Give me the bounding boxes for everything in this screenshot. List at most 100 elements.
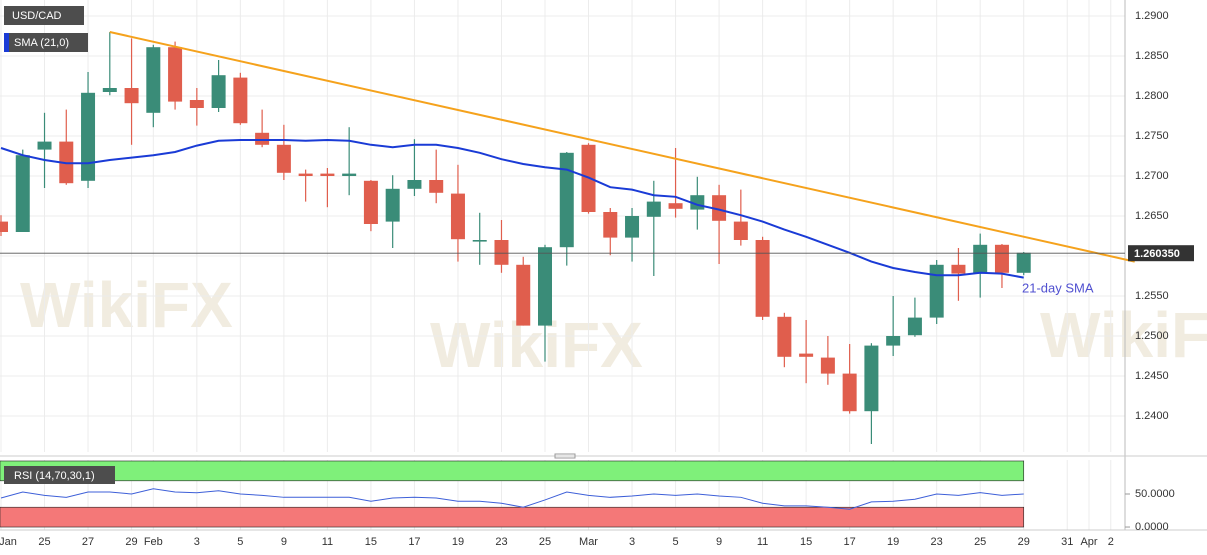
candle-body [668,203,683,209]
x-tick-label: Feb [144,536,163,548]
x-tick-label: 19 [887,536,899,548]
candle-body [994,244,1009,273]
candle-body [559,152,574,248]
rsi-title: RSI (14,70,30,1) [14,470,95,482]
candle-body [1016,252,1031,273]
candle-body [646,201,661,217]
current-price-label: 1.260350 [1134,248,1180,260]
candle-body [516,264,531,326]
x-tick-label: 5 [237,536,243,548]
watermark: WikiFX [1040,299,1207,371]
candle-body [450,193,465,240]
x-tick-label: 3 [629,536,635,548]
x-tick-label: 29 [1018,536,1030,548]
current-price-box [1128,245,1194,262]
candle-body [37,141,52,150]
candle-body [385,188,400,222]
candle-body [363,180,378,224]
candle-body [755,240,770,317]
candle-body [973,244,988,274]
x-tick-label: 5 [672,536,678,548]
candle-body [929,264,944,318]
candle-body [255,132,270,145]
y-tick-label: 0.0000 [1135,521,1169,533]
x-tick-label: 11 [322,536,333,548]
y-tick-label: 1.2400 [1135,410,1169,422]
y-tick-label: 1.2500 [1135,330,1169,342]
x-tick-label: 9 [281,536,287,548]
candle-body [538,247,552,326]
candle-body [124,88,139,104]
y-tick-label: 1.2900 [1135,10,1169,22]
x-tick-label: 25 [974,536,986,548]
candle-body [777,316,792,357]
candle-body [298,173,313,176]
candle-body [951,264,966,274]
legend-swatch [4,33,9,52]
separator-handle [554,453,576,459]
rsi-band [0,460,1025,482]
candle-body [820,357,835,374]
candle-body [429,180,444,193]
y-tick-label: 1.2550 [1135,290,1169,302]
candle-body [320,173,335,176]
x-tick-label: 29 [125,536,137,548]
legend-box [4,6,84,25]
candle-body [842,373,857,412]
candle-body [81,92,96,181]
y-tick-label: 1.2850 [1135,50,1169,62]
x-tick-label: 17 [408,536,420,548]
candle-body [168,47,183,102]
candle-body [494,240,509,265]
candle-body [233,77,248,124]
candle-body [907,317,922,336]
x-tick-label: 25 [38,536,50,548]
x-tick-label: 23 [495,536,507,548]
x-tick-label: 9 [716,536,722,548]
x-tick-label: 31 [1061,536,1073,548]
candle-body [102,88,117,92]
candle-body [733,221,748,240]
y-tick-label: 1.2800 [1135,90,1169,102]
candle-body [276,144,291,173]
candle-body [712,195,727,221]
sma-annotation: 21-day SMA [1022,280,1094,295]
y-tick-label: 1.2450 [1135,370,1169,382]
candle-body [603,212,618,238]
x-tick-label: Jan [0,536,17,548]
candle-body [799,353,814,357]
candle-body [407,180,422,189]
candle-body [211,75,226,108]
x-tick-label: 27 [82,536,94,548]
sma-line [0,138,1024,279]
watermark: WikiFX [20,269,233,341]
candle-body [886,336,901,346]
candle-body [189,100,204,108]
chart-title: USD/CAD [12,10,62,22]
x-tick-label: 25 [539,536,551,548]
y-tick-label: 1.2650 [1135,210,1169,222]
candle-body [625,216,640,238]
legend-box [4,33,88,52]
y-tick-label: 1.2700 [1135,170,1169,182]
candle-body [472,240,487,242]
legend-box [4,466,115,484]
x-tick-label: 19 [452,536,464,548]
x-tick-label: 17 [844,536,856,548]
trend-line [109,31,1135,263]
candle-body [864,345,879,412]
rsi-line [0,488,1024,510]
x-tick-label: Mar [579,536,598,548]
y-tick-label: 1.2750 [1135,130,1169,142]
y-tick-label: 50.0000 [1135,488,1175,500]
x-tick-label: Apr [1080,536,1097,548]
candle-body [15,155,30,232]
candle-body [146,47,161,113]
x-tick-label: 15 [365,536,377,548]
candle-body [342,173,357,176]
x-tick-label: 2 [1108,536,1114,548]
x-tick-label: 11 [757,536,768,548]
rsi-band [0,506,1025,528]
x-tick-label: 15 [800,536,812,548]
